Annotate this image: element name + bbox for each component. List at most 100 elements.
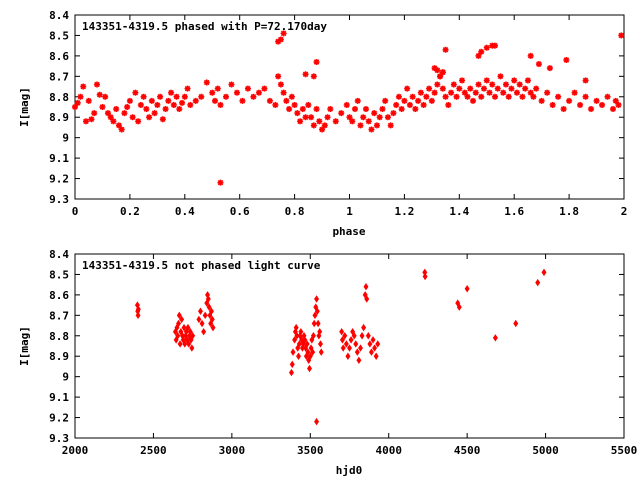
phased-data-point [209,89,216,96]
phased-data-point [593,97,600,104]
phased-data-point [135,118,142,125]
unphased-data-point [535,278,541,287]
phased-data-point [233,89,240,96]
phased-data-point [519,93,526,100]
phased-data-point [362,106,369,113]
phased-data-point [533,85,540,92]
unphased-data-point [304,340,310,348]
phased-data-point [313,59,320,66]
phased-data-point [365,118,372,125]
phased-data-point [140,93,147,100]
phased-data-point [80,83,87,90]
unphased-x-tick-label: 5000 [532,444,559,457]
unphased-data-point [199,319,205,328]
unphased-data-point [422,272,428,281]
unphased-x-tick-label: 5500 [611,444,638,457]
phased-data-point [192,97,199,104]
phased-data-point [137,101,144,108]
phased-data-point [448,89,455,96]
phased-data-point [450,81,457,88]
phased-data-point [497,73,504,80]
phased-data-point [417,89,424,96]
phased-data-point [582,77,589,84]
unphased-data-point [205,295,211,303]
phased-y-tick-label: 8.7 [49,70,69,83]
phased-data-point [121,110,128,117]
phased-data-point [483,77,490,84]
phased-data-point [610,106,617,113]
phased-data-point [434,81,441,88]
unphased-data-point [307,364,312,373]
phased-data-point [456,85,463,92]
phased-data-point [93,81,100,88]
unphased-data-point [296,352,302,360]
phased-data-point [459,77,466,84]
unphased-data-point [293,323,299,332]
phased-x-tick-label: 1 [346,205,353,218]
phased-data-point [371,110,378,117]
unphased-data-point [356,356,362,365]
phased-axis-ticks: 0 0.2 0.4 0.6 0.8 1 1.2 1.4 1.6 1.8 2 8.4 8.5 8.6 8.7 8… [49,9,627,218]
unphased-data-point [359,332,365,340]
unphased-data-point [189,344,195,352]
phased-data-point [250,93,257,100]
unphased-y-tick-label: 8.8 [49,330,69,343]
phased-data-point [442,93,449,100]
unphased-data-point [198,307,203,315]
phased-data-point [286,106,293,113]
unphased-data-point [342,332,348,340]
phased-data-point [478,48,485,55]
phased-data-point [176,106,183,113]
unphased-data-point [185,323,191,332]
phased-data-point [261,85,268,92]
unphased-data-point [354,348,360,356]
phased-y-tick-label: 9.2 [49,173,69,186]
unphased-data-point [314,307,320,315]
phased-data-point [115,122,122,129]
phased-data-point [604,93,611,100]
phased-data-point [291,101,298,108]
phased-data-point [577,101,584,108]
phased-data-point [379,106,386,113]
unphased-data-point [209,315,215,324]
unphased-data-point [288,368,294,377]
phased-data-point [332,118,339,125]
phased-data-point [288,93,295,100]
unphased-data-point [302,336,308,344]
unphased-data-point [351,332,357,340]
unphased-chart-title: 143351-4319.5 not phased light curve [82,259,321,272]
phased-data-point [305,101,312,108]
phased-y-tick-label: 8.8 [49,91,69,104]
unphased-data-point [456,303,462,311]
phased-y-tick-label: 8.4 [49,9,69,22]
unphased-y-tick-label: 8.9 [49,350,69,363]
unphased-x-tick-label: 2000 [62,444,89,457]
phased-x-tick-label: 1.4 [449,205,469,218]
unphased-data-point [541,268,547,277]
unphased-y-tick-label: 9.3 [49,432,69,445]
phased-data-point [505,93,512,100]
phased-panel: 143351-4319.5 phased with P=72.170day ph… [18,9,627,238]
phased-data-point [351,106,358,113]
phased-data-point [77,93,84,100]
phased-data-point [151,110,158,117]
unphased-data-point [190,332,196,340]
phased-data-point [239,97,246,104]
phased-data-point [310,73,317,80]
phased-data-point [406,101,413,108]
phased-data-point [217,101,224,108]
phased-data-point [244,85,251,92]
phased-data-point [382,97,389,104]
unphased-plot-frame [74,253,625,439]
phased-x-tick-label: 2 [621,205,628,218]
phased-data-point [110,118,117,125]
phased-data-point [612,97,619,104]
phased-data-point [437,73,444,80]
phased-data-point [82,118,89,125]
unphased-x-tick-label: 4500 [454,444,481,457]
unphased-data-point [310,348,316,356]
unphased-data-point [363,282,369,291]
phased-data-point [280,89,287,96]
phased-data-point [343,101,350,108]
phased-data-point [275,73,282,80]
